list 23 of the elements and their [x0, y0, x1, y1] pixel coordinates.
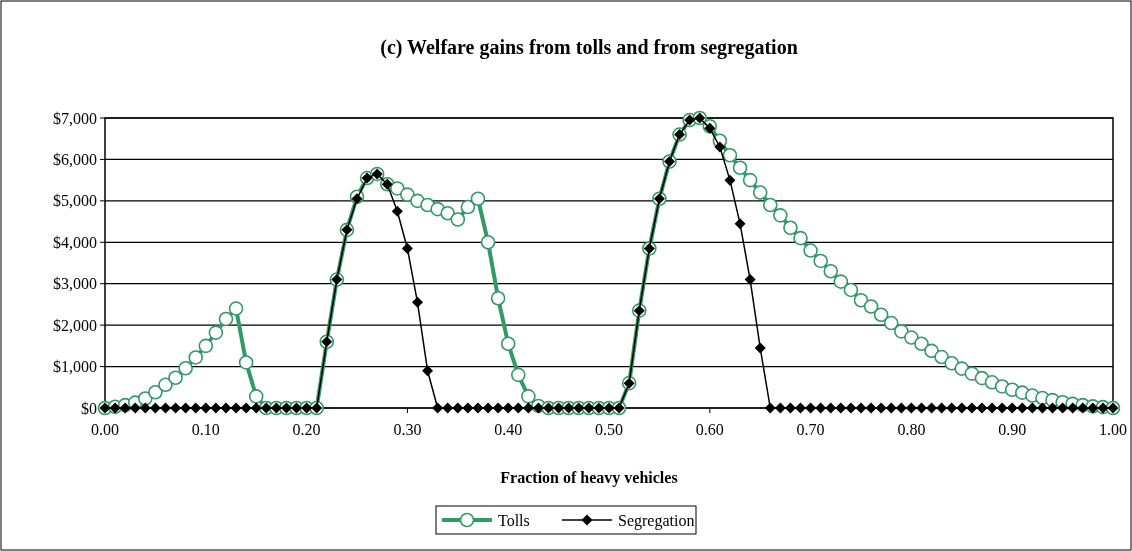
x-tick-label: 0.40 — [494, 421, 523, 438]
y-tick-label: $5,000 — [53, 192, 97, 210]
x-tick-label: 0.80 — [897, 421, 926, 438]
x-tick-label: 0.30 — [393, 421, 422, 438]
x-tick-label: 0.50 — [595, 421, 623, 438]
legend-label: Tolls — [498, 511, 530, 529]
y-tick-label: $0 — [81, 399, 97, 417]
x-tick-label: 0.10 — [191, 421, 220, 438]
x-tick-label: 0.70 — [796, 421, 825, 438]
legend-label: Segregation — [618, 511, 695, 530]
x-axis-title: Fraction of heavy vehicles — [500, 469, 678, 487]
chart-title: (c) Welfare gains from tolls and from segregation — [380, 36, 798, 59]
y-tick-label: $6,000 — [53, 151, 97, 169]
x-tick-label: 0.00 — [91, 421, 119, 438]
x-tick-label: 0.60 — [695, 421, 724, 438]
y-tick-label: $1,000 — [53, 358, 97, 376]
y-tick-label: $3,000 — [53, 275, 97, 293]
x-tick-label: 0.20 — [292, 421, 321, 438]
x-tick-label: 0.90 — [998, 421, 1027, 438]
x-tick-label: 1.00 — [1099, 421, 1127, 438]
y-tick-label: $2,000 — [53, 316, 97, 334]
y-tick-label: $4,000 — [53, 233, 97, 251]
y-tick-label: $7,000 — [53, 109, 97, 127]
